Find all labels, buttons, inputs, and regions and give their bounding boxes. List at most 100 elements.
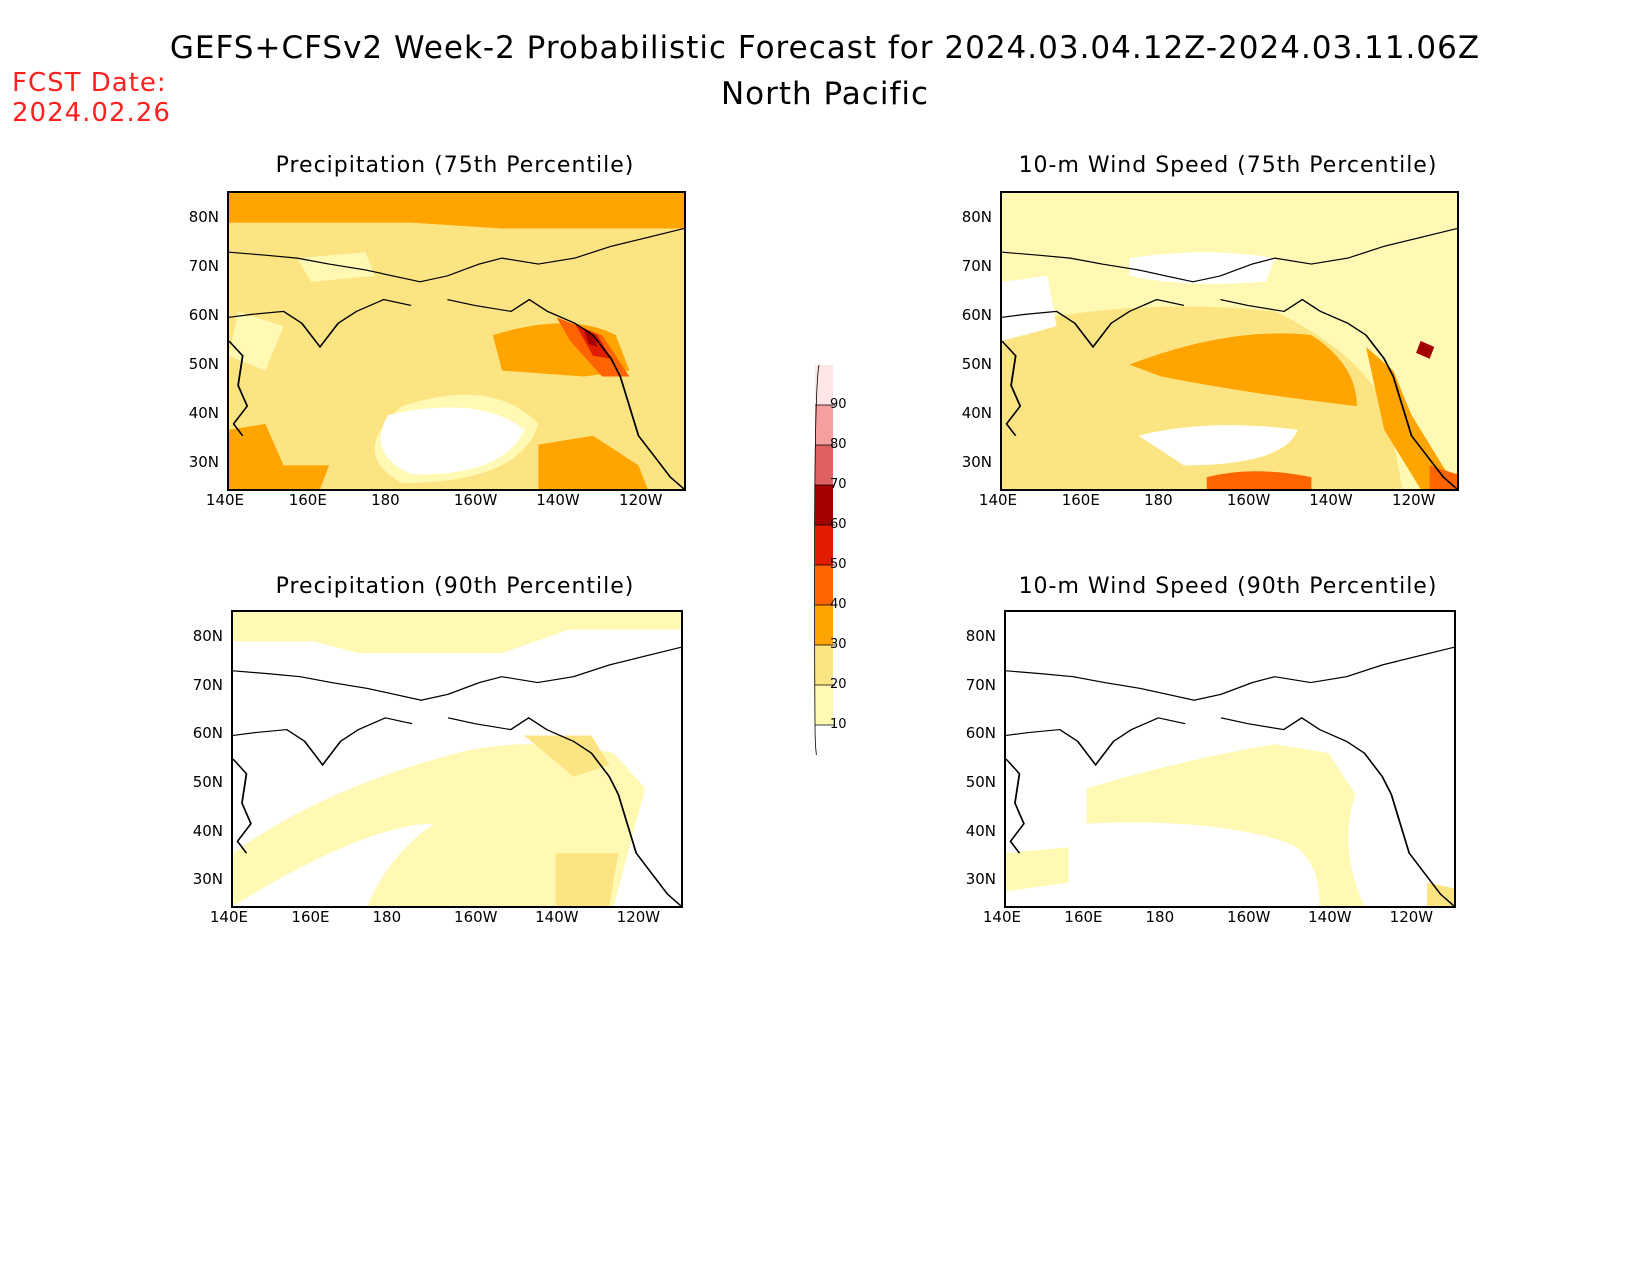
lat-tick-label: 50N [965,772,996,791]
lat-tick-label: 80N [965,626,996,645]
lon-tick-label: 160E [291,908,330,926]
lat-tick-label: 60N [965,724,996,743]
shade-none-core [380,407,525,475]
field-shading [233,612,681,906]
coastline [229,227,684,489]
lon-tick-label: 120W [619,491,663,509]
lon-tick-label: 180 [371,491,400,509]
lon-tick-label: 120W [616,908,661,926]
lat-tick-label: 70N [961,257,992,276]
lon-tick-label: 160E [1061,491,1100,509]
shade-10-arctic [233,612,681,654]
lon-tick-label: 160W [454,908,498,926]
colorbar-swatch [815,565,833,605]
lat-tick-label: 70N [188,257,219,276]
shade-10-north [297,252,375,282]
lon-tick-label: 120W [1389,908,1434,926]
lon-tick-label: 140W [1309,491,1353,509]
lon-tick-label: 160E [1064,908,1103,926]
lat-tick-label: 40N [961,404,992,422]
colorbar-label: 90 [830,397,847,412]
coastline [233,646,681,906]
lat-tick-label: 70N [965,675,996,694]
lon-tick-label: 180 [372,908,402,926]
shade-30 [1129,333,1357,407]
colorbar-label: 10 [830,717,847,732]
lat-tick-label: 80N [192,626,223,645]
lat-tick-label: 50N [188,355,219,374]
colorbar-label: 80 [830,437,847,452]
page-title: GEFS+CFSv2 Week-2 Probabilistic Forecast… [169,30,1481,66]
lat-tick-label: 30N [188,452,219,471]
map-wind-75 [1000,191,1459,491]
map-precip-90 [231,610,683,908]
shade-10-west [1006,847,1069,892]
forecast-date-label: FCST Date: [12,68,167,98]
lat-tick-label: 40N [965,821,996,840]
shade-none-subtropics [1138,425,1298,466]
colorbar-swatch [815,485,833,525]
lon-tick-label: 160W [1227,908,1271,926]
colorbar-label: 20 [830,677,847,692]
lat-tick-label: 60N [188,306,219,325]
panel-title-precip-90: Precipitation (90th Percentile) [275,574,635,599]
lat-tick-label: 30N [961,452,992,471]
colorbar-label: 30 [830,637,847,652]
lat-tick-label: 50N [961,355,992,374]
colorbar-swatch [815,645,833,685]
lat-tick-label: 30N [965,870,996,888]
panel-title-wind-75: 10-m Wind Speed (75th Percentile) [1018,153,1438,178]
lon-tick-label: 180 [1145,908,1175,926]
colorbar-label: 70 [830,477,847,492]
forecast-date-value: 2024.02.26 [12,98,171,128]
panel-title-precip-75: Precipitation (75th Percentile) [275,153,635,178]
lat-tick-label: 50N [192,772,223,791]
colorbar-label: 40 [830,597,847,612]
shade-20-south [555,853,619,906]
shade-none-arctic [1129,252,1275,284]
lat-tick-label: 40N [188,404,219,422]
shade-20-gulf [524,735,610,777]
field-shading [1002,193,1457,489]
panel-title-wind-90: 10-m Wind Speed (90th Percentile) [1018,574,1438,599]
lat-tick-label: 30N [192,870,223,888]
colorbar-label: 60 [830,517,847,532]
shade-10 [1086,744,1365,906]
lat-tick-label: 70N [192,675,223,694]
lon-tick-label: 160W [1226,491,1271,509]
lat-tick-label: 80N [961,208,992,227]
field-shading [1006,612,1454,906]
lon-tick-label: 140W [1308,908,1352,926]
shade-30-southeast [538,435,648,489]
colorbar-swatch [815,405,833,445]
shade-60-spot [1416,341,1435,359]
colorbar-swatch [815,605,833,645]
lon-tick-label: 160E [288,491,327,509]
lon-tick-label: 140W [536,491,580,509]
colorbar-swatch [815,365,833,405]
shade-40-south [1206,471,1312,489]
colorbar-edge [814,364,820,755]
lon-tick-label: 140E [205,491,245,509]
lon-tick-label: 180 [1144,491,1173,509]
shade-30-southwest [229,423,330,489]
lon-tick-label: 140E [978,491,1018,509]
shade-60-coast [583,329,598,347]
lon-tick-label: 140W [535,908,579,926]
shade-30-coast [1366,346,1457,489]
coastline [1002,227,1457,489]
colorbar-swatch [815,685,833,725]
lon-tick-label: 140E [209,908,248,926]
lat-tick-label: 60N [961,306,992,325]
colorbar-swatch [815,525,833,565]
lat-tick-label: 60N [192,724,223,743]
shade-none-asia [1002,275,1057,341]
lon-tick-label: 160W [453,491,498,509]
shade-30-arctic [229,193,684,229]
map-precip-75 [227,191,686,491]
page-subtitle: North Pacific [720,76,930,112]
field-shading [229,193,684,489]
colorbar-label: 50 [830,557,847,572]
colorbar-swatch [815,445,833,485]
colorbar [814,364,835,755]
